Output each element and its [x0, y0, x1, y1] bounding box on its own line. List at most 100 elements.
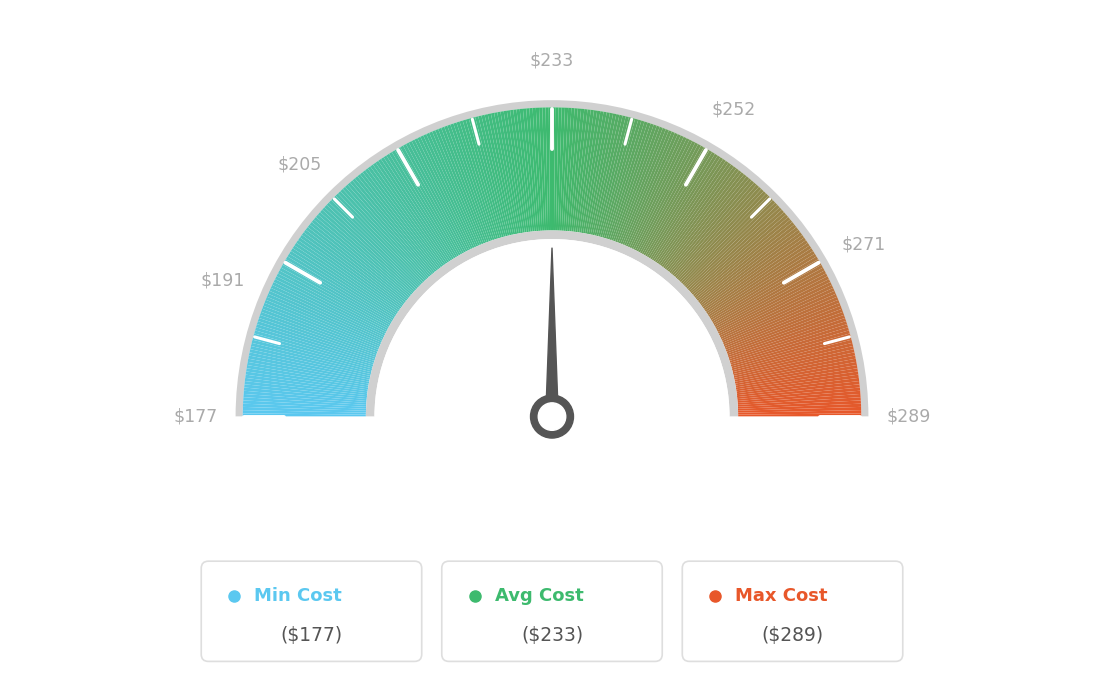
- Wedge shape: [736, 371, 859, 391]
- Wedge shape: [655, 159, 725, 263]
- Wedge shape: [454, 122, 495, 240]
- Wedge shape: [678, 189, 764, 281]
- Wedge shape: [730, 324, 848, 363]
- Wedge shape: [668, 175, 746, 272]
- Wedge shape: [535, 108, 544, 230]
- Wedge shape: [488, 113, 516, 235]
- Wedge shape: [320, 210, 414, 293]
- Wedge shape: [333, 196, 422, 285]
- Wedge shape: [273, 282, 384, 337]
- Wedge shape: [252, 339, 372, 372]
- Wedge shape: [243, 397, 367, 407]
- Wedge shape: [381, 157, 450, 262]
- Wedge shape: [703, 237, 806, 310]
- FancyBboxPatch shape: [201, 561, 422, 662]
- Wedge shape: [580, 110, 601, 233]
- Wedge shape: [617, 127, 662, 243]
- Wedge shape: [732, 339, 852, 372]
- Wedge shape: [587, 112, 613, 234]
- Wedge shape: [624, 132, 675, 246]
- Wedge shape: [336, 193, 423, 284]
- FancyBboxPatch shape: [442, 561, 662, 662]
- Wedge shape: [601, 118, 635, 237]
- Wedge shape: [705, 243, 809, 313]
- Wedge shape: [556, 108, 562, 230]
- Wedge shape: [379, 159, 449, 263]
- Wedge shape: [500, 111, 523, 233]
- Wedge shape: [248, 353, 370, 380]
- Wedge shape: [278, 270, 388, 331]
- Wedge shape: [732, 337, 851, 371]
- Wedge shape: [734, 355, 856, 382]
- Wedge shape: [554, 108, 559, 230]
- Wedge shape: [265, 299, 380, 348]
- Wedge shape: [602, 119, 638, 238]
- Wedge shape: [267, 294, 381, 344]
- Wedge shape: [687, 203, 777, 289]
- Wedge shape: [629, 135, 683, 248]
- Wedge shape: [704, 240, 808, 312]
- Wedge shape: [570, 109, 584, 231]
- Wedge shape: [658, 163, 731, 265]
- Wedge shape: [560, 108, 569, 230]
- Wedge shape: [279, 268, 389, 328]
- Wedge shape: [620, 129, 669, 244]
- Wedge shape: [257, 321, 375, 361]
- FancyBboxPatch shape: [682, 561, 903, 662]
- Wedge shape: [669, 176, 750, 273]
- Wedge shape: [235, 100, 869, 417]
- Wedge shape: [677, 187, 762, 279]
- Wedge shape: [594, 115, 626, 236]
- Wedge shape: [719, 279, 830, 335]
- Wedge shape: [721, 288, 835, 341]
- Text: $233: $233: [530, 51, 574, 69]
- Wedge shape: [301, 233, 403, 307]
- Wedge shape: [276, 273, 388, 332]
- Wedge shape: [673, 182, 756, 277]
- Wedge shape: [567, 108, 581, 231]
- Wedge shape: [517, 109, 532, 232]
- Wedge shape: [229, 417, 875, 690]
- Wedge shape: [389, 152, 456, 258]
- Wedge shape: [348, 182, 431, 277]
- Wedge shape: [715, 268, 825, 328]
- Wedge shape: [375, 161, 447, 264]
- Wedge shape: [414, 138, 471, 250]
- Wedge shape: [383, 155, 453, 261]
- Wedge shape: [373, 163, 446, 265]
- Wedge shape: [529, 108, 540, 231]
- Wedge shape: [308, 224, 406, 302]
- Wedge shape: [255, 327, 374, 364]
- Wedge shape: [731, 333, 851, 368]
- Wedge shape: [615, 126, 660, 242]
- Wedge shape: [735, 362, 857, 386]
- Wedge shape: [701, 233, 803, 307]
- Wedge shape: [432, 130, 481, 245]
- Wedge shape: [635, 139, 692, 250]
- Wedge shape: [374, 239, 730, 417]
- Wedge shape: [666, 172, 744, 270]
- Wedge shape: [573, 110, 591, 232]
- Wedge shape: [253, 333, 373, 368]
- Wedge shape: [650, 154, 718, 259]
- Wedge shape: [322, 207, 415, 292]
- Wedge shape: [645, 149, 710, 257]
- Wedge shape: [370, 164, 444, 266]
- Wedge shape: [497, 112, 521, 233]
- Wedge shape: [734, 353, 856, 380]
- Wedge shape: [423, 134, 476, 247]
- Wedge shape: [311, 219, 408, 299]
- Wedge shape: [491, 112, 517, 234]
- Wedge shape: [466, 119, 502, 238]
- Wedge shape: [365, 168, 440, 268]
- Wedge shape: [469, 118, 503, 237]
- Wedge shape: [274, 279, 385, 335]
- Wedge shape: [243, 404, 367, 411]
- Wedge shape: [473, 117, 506, 237]
- Wedge shape: [287, 254, 394, 320]
- Wedge shape: [637, 141, 696, 252]
- Wedge shape: [331, 198, 421, 286]
- Wedge shape: [722, 290, 836, 343]
- Wedge shape: [283, 262, 391, 325]
- Wedge shape: [581, 111, 604, 233]
